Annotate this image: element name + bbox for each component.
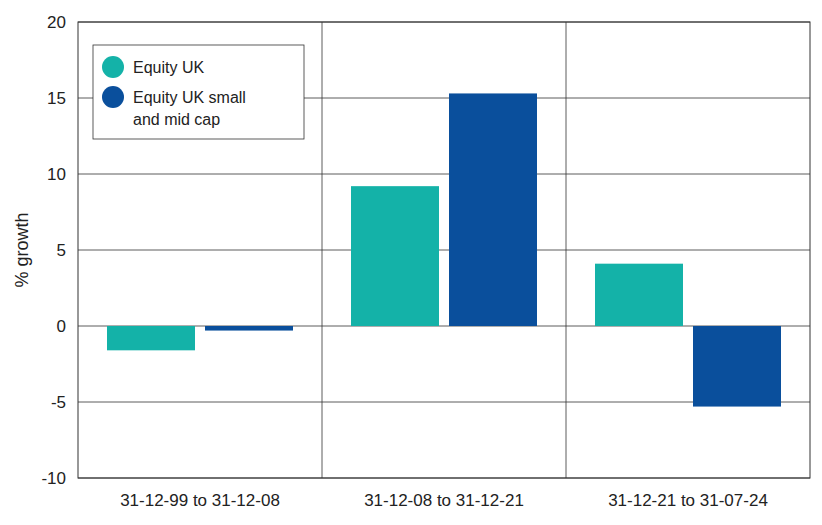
bar — [351, 186, 439, 326]
x-tick-label: 31-12-21 to 31-07-24 — [608, 491, 768, 510]
bar — [449, 93, 537, 326]
legend-marker — [102, 56, 124, 78]
y-tick-label: 15 — [47, 89, 66, 108]
legend: Equity UK Equity UK smalland mid cap — [93, 45, 304, 139]
grid-line — [78, 250, 810, 251]
category-separator — [566, 22, 567, 478]
y-axis-label: % growth — [12, 212, 32, 287]
x-tick-label: 31-12-99 to 31-12-08 — [120, 491, 280, 510]
plot-frame — [78, 22, 810, 478]
bars — [107, 93, 781, 406]
y-tick-label: -5 — [51, 393, 66, 412]
y-tick-label: 0 — [57, 317, 66, 336]
y-tick-label: 5 — [57, 241, 66, 260]
y-tick-label: 10 — [47, 165, 66, 184]
bar — [693, 326, 781, 407]
bar — [205, 326, 293, 331]
legend-label: Equity UK — [133, 59, 204, 76]
chart-svg: -10 -5 0 5 10 15 20 31-12-99 to 31-12-08 31-12-0… — [0, 0, 822, 525]
legend-box — [93, 45, 304, 139]
grid-line — [78, 174, 810, 175]
y-tick-label: -10 — [41, 469, 66, 488]
legend-label: Equity UK smalland mid cap — [133, 89, 246, 128]
x-tick-label: 31-12-08 to 31-12-21 — [364, 491, 524, 510]
bar — [595, 264, 683, 326]
chart-container: -10 -5 0 5 10 15 20 31-12-99 to 31-12-08 31-12-0… — [0, 0, 822, 525]
legend-marker — [102, 86, 124, 108]
category-separator — [322, 22, 323, 478]
bar — [107, 326, 195, 350]
y-tick-label: 20 — [47, 13, 66, 32]
